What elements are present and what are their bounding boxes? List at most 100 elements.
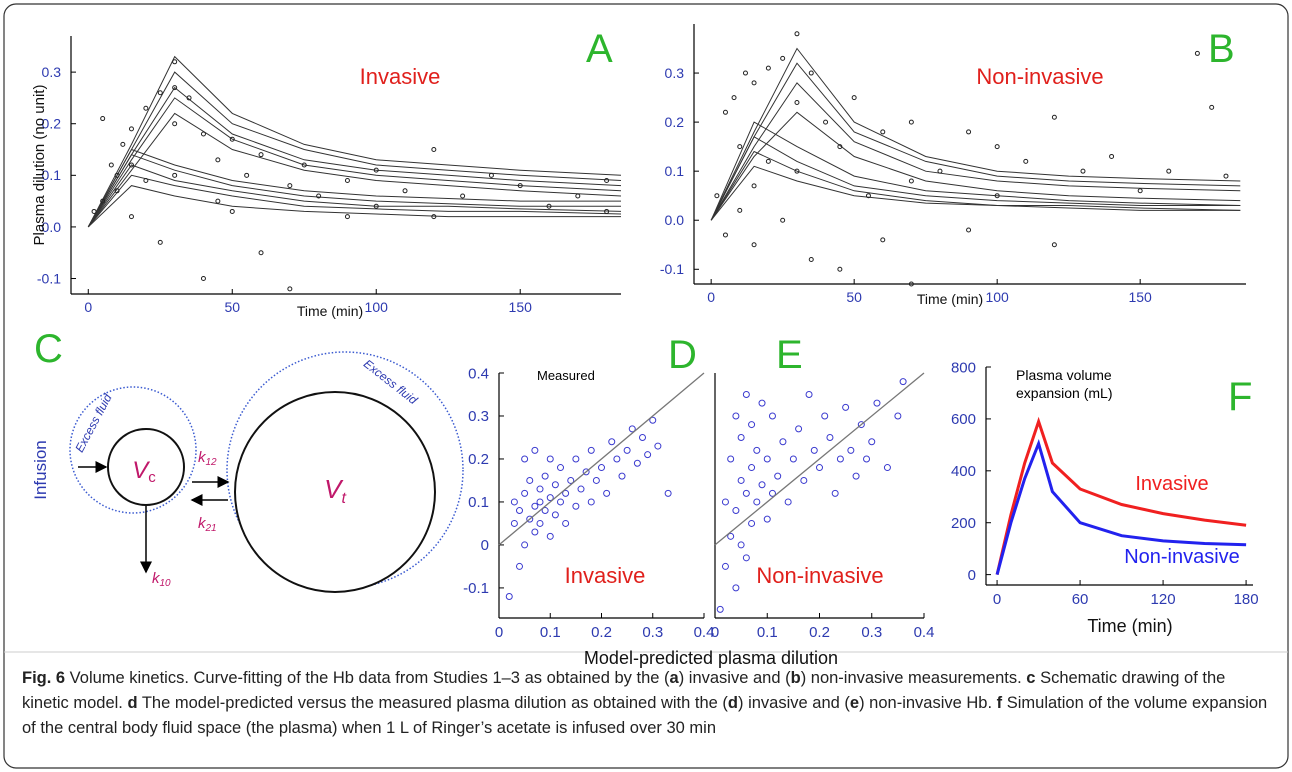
- data-point: [816, 464, 823, 472]
- compartment-label: Vc: [132, 457, 156, 486]
- data-point: [937, 168, 943, 174]
- data-point: [301, 162, 307, 168]
- data-point: [837, 144, 843, 150]
- data-point: [577, 485, 585, 493]
- data-point: [737, 476, 745, 484]
- data-point: [316, 193, 322, 199]
- data-point: [714, 193, 720, 199]
- data-point: [789, 455, 797, 463]
- x-tick-label: 0.3: [861, 624, 882, 641]
- annotation: Measured: [537, 368, 595, 383]
- y-tick-label: 0: [968, 567, 976, 584]
- x-tick-label: 0.2: [591, 624, 612, 641]
- caption-text: ) non-invasive Hb.: [859, 694, 997, 712]
- data-point: [536, 485, 544, 493]
- x-axis-label: Time (min): [297, 303, 363, 319]
- data-point: [737, 144, 743, 150]
- chart-panel: 0 50 100 150 -0.1 0.0 0.1 0.2 0.3 B Non-invasive Ti…: [660, 24, 1246, 307]
- data-point: [557, 498, 564, 506]
- y-tick-label: 0.1: [665, 163, 685, 179]
- data-point: [722, 232, 728, 238]
- data-point: [748, 421, 756, 429]
- data-point: [748, 464, 756, 472]
- data-point: [229, 208, 235, 214]
- data-point: [546, 494, 554, 502]
- series-line: [87, 148, 621, 228]
- data-point: [742, 489, 750, 497]
- data-point: [598, 464, 605, 472]
- data-point: [536, 519, 544, 527]
- data-point: [810, 446, 818, 454]
- data-point: [557, 464, 564, 472]
- data-point: [742, 554, 750, 562]
- data-point: [1223, 173, 1229, 179]
- data-point: [842, 403, 850, 411]
- data-point: [863, 455, 871, 463]
- rate-label: k12: [198, 449, 217, 468]
- data-point: [836, 455, 844, 463]
- x-tick-label: 0: [84, 299, 92, 315]
- data-point: [1023, 158, 1029, 164]
- reference-line: [714, 372, 925, 546]
- data-point: [774, 472, 782, 480]
- data-point: [857, 421, 865, 429]
- data-point: [100, 198, 106, 204]
- data-point: [531, 446, 539, 454]
- x-tick-label: 150: [509, 299, 533, 315]
- data-point: [737, 433, 745, 441]
- data-point: [521, 455, 529, 463]
- compartment-margin-label: Excess fluid: [72, 391, 115, 454]
- symbol: k: [198, 515, 207, 532]
- data-point: [765, 158, 771, 164]
- x-tick-label: 100: [985, 289, 1009, 305]
- caption-text: Simulation of the volume expansion of th…: [22, 694, 1268, 737]
- panel-label: C: [34, 327, 63, 371]
- reference-line: [498, 372, 705, 546]
- data-point: [852, 472, 860, 480]
- data-point: [966, 129, 972, 135]
- data-point: [751, 242, 757, 248]
- data-point: [753, 498, 761, 506]
- chart-panel: 0 0.1 0.2 0.3 0.4 E Non-invasive: [711, 333, 935, 641]
- series-line: [87, 55, 622, 228]
- diagram: C Infusion Excess fluid Excess fluid Vc …: [31, 327, 464, 593]
- y-tick-label: 400: [951, 463, 976, 480]
- data-point: [908, 281, 914, 287]
- y-tick-label: 0.3: [42, 64, 62, 80]
- x-tick-label: 0: [993, 591, 1001, 608]
- data-point: [510, 519, 518, 527]
- annotation: expansion (mL): [1016, 385, 1113, 401]
- data-point: [1194, 50, 1200, 56]
- data-point: [808, 256, 814, 262]
- panel-label: F: [1228, 375, 1252, 419]
- data-point: [868, 438, 876, 446]
- data-point: [460, 193, 466, 199]
- caption-text: The model-predicted versus the measured …: [137, 694, 728, 712]
- y-tick-label: 0.4: [468, 365, 489, 382]
- data-point: [526, 476, 534, 484]
- symbol: k: [152, 570, 161, 587]
- data-point: [603, 489, 611, 497]
- data-point: [551, 481, 559, 489]
- data-point: [344, 214, 350, 220]
- data-point: [510, 498, 518, 506]
- data-point: [505, 593, 513, 601]
- series-line: [710, 47, 1241, 221]
- data-point: [847, 446, 855, 454]
- rate-label: k21: [198, 515, 217, 534]
- data-point: [800, 476, 808, 484]
- data-point: [536, 498, 544, 506]
- data-point: [865, 193, 871, 199]
- series-line: [87, 97, 622, 228]
- data-point: [765, 65, 771, 71]
- x-tick-label: 0: [707, 289, 715, 305]
- data-point: [1080, 168, 1086, 174]
- data-point: [172, 59, 178, 65]
- series-line: [87, 164, 622, 228]
- data-point: [172, 85, 178, 91]
- data-point: [114, 172, 120, 178]
- data-point: [373, 167, 379, 173]
- data-point: [541, 507, 549, 515]
- data-point: [753, 446, 761, 454]
